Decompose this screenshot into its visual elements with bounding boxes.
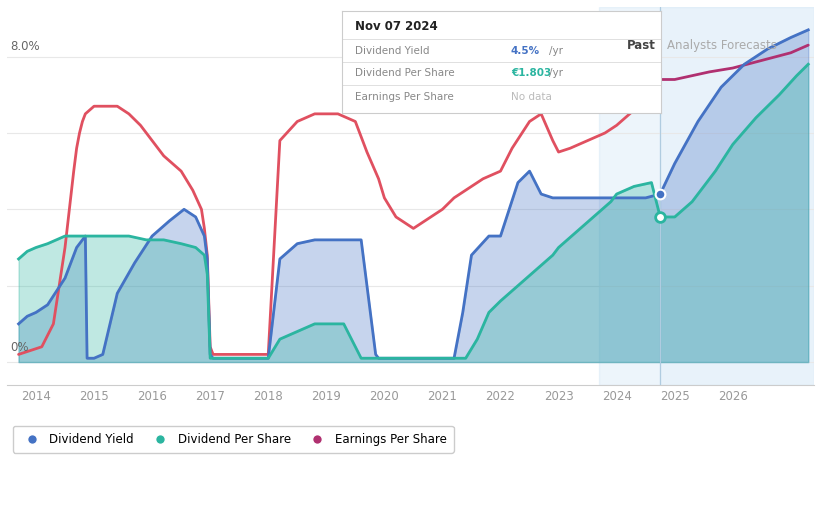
Text: Analysts Forecasts: Analysts Forecasts	[667, 40, 777, 52]
Bar	[660, 7, 814, 385]
Text: 0%: 0%	[10, 341, 29, 355]
Legend: Dividend Yield, Dividend Per Share, Earnings Per Share: Dividend Yield, Dividend Per Share, Earn…	[13, 426, 453, 453]
Text: Past: Past	[626, 40, 655, 52]
Bar	[599, 7, 660, 385]
Text: 8.0%: 8.0%	[10, 40, 39, 53]
